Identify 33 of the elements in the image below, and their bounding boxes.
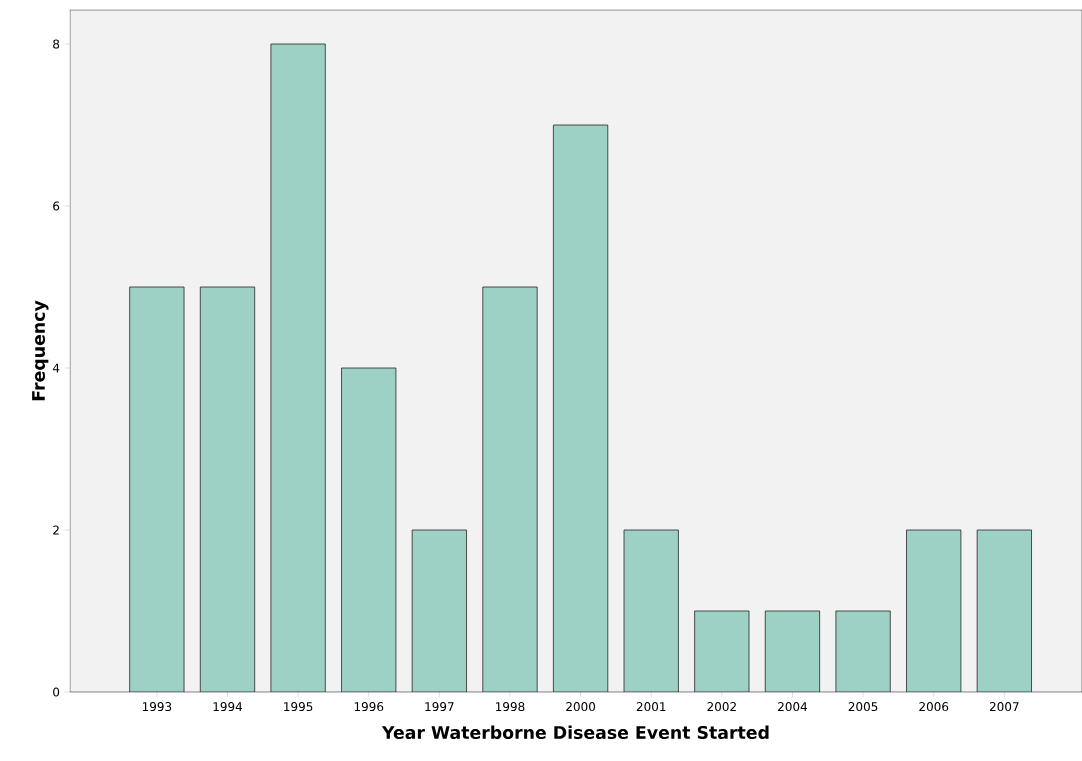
bar: [906, 530, 961, 692]
bar: [976, 529, 1032, 692]
bar: [694, 611, 750, 692]
y-tick-label: 4: [52, 363, 60, 373]
x-tick-label: 1998: [496, 702, 525, 712]
x-tick-label: 1995: [284, 702, 313, 712]
x-tick-label: 2001: [636, 702, 666, 712]
bar: [624, 530, 679, 692]
bar: [270, 44, 326, 692]
x-tick-label: 2007: [989, 702, 1019, 712]
bar: [129, 287, 185, 692]
x-axis-title: Year Waterborne Disease Event Started: [381, 725, 769, 740]
x-tick-label: 2000: [566, 702, 596, 712]
y-tick-label: 0: [53, 687, 60, 697]
bar: [412, 530, 467, 692]
x-tick-label: 2005: [848, 702, 878, 712]
y-tick-label: 8: [53, 39, 60, 49]
x-tick-label: 1996: [354, 702, 384, 712]
y-tick-label: 6: [53, 201, 60, 211]
y-axis-title: Frequency: [32, 300, 49, 401]
x-tick-label: 2006: [919, 702, 949, 712]
bar: [341, 368, 396, 692]
bar: [765, 611, 820, 692]
x-tick-label: 2004: [778, 702, 808, 712]
y-tick-label: 2: [53, 525, 59, 535]
x-tick-label: 1997: [425, 702, 454, 712]
x-tick-label: 2002: [707, 702, 736, 712]
x-tick-label: 1994: [213, 702, 243, 712]
x-tick-label: 1993: [142, 702, 172, 712]
bar: [553, 125, 608, 692]
bar: [835, 611, 891, 692]
bar: [200, 287, 255, 692]
bar: [482, 287, 538, 692]
